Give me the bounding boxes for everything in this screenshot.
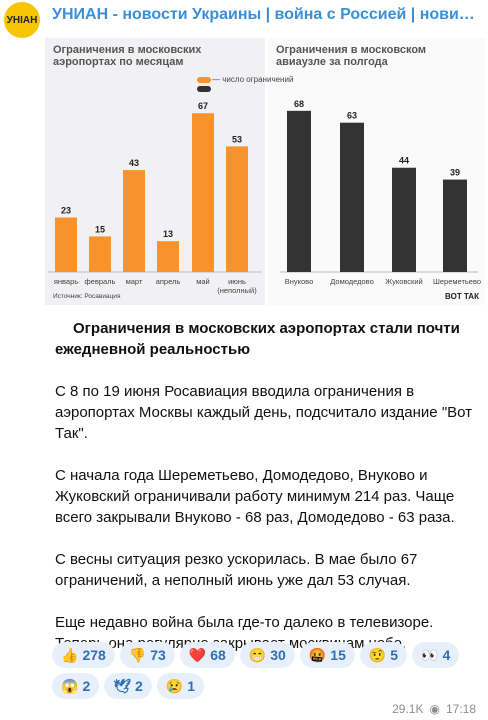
time: 17:18 [445,702,476,716]
category-label: май [196,277,210,286]
post-footer: 29.1K ◉ 17:18 [392,702,476,716]
value-label: 23 [61,205,71,215]
legend-text: — число ограничений [212,75,294,84]
views: 29.1K [392,702,424,716]
post-paragraph: С 8 по 19 июня Росавиация вводила ограни… [55,383,473,442]
image-labels: Ограничения в московских аэропортах по м… [0,0,488,310]
reaction-emoji: 😱 [61,677,79,694]
bar [340,122,364,272]
views-icon: ◉ [429,702,440,716]
reaction-emoji: 😢 [165,677,184,694]
reaction-emoji: 🤨 [368,646,387,663]
reaction-count: 4 [442,647,451,663]
value-label: 68 [294,99,304,109]
bar [392,167,416,272]
reaction-emoji: 👎 [128,646,147,663]
post-heading: Ограничения в московских аэропортах стал… [55,320,460,358]
bar [157,241,179,272]
value-label: 39 [450,168,460,178]
reaction[interactable]: 😢 1 [156,673,205,699]
category-label: июнь (неполный) [217,277,257,295]
category-label: январь [53,277,79,286]
value-label: 13 [163,229,173,239]
reaction-emoji: 🕊 [113,677,132,694]
post-text: Ограничения в московских аэропортах стал… [55,318,480,675]
bar [443,179,467,272]
category-label: Шереметьево [433,277,482,286]
category-label: Домодедово [330,277,374,286]
reaction[interactable]: 🤬 15 [299,642,355,668]
value-label: 67 [198,101,208,111]
reaction-count: 73 [150,647,166,663]
reaction[interactable]: 😁 30 [239,642,295,668]
channel-avatar[interactable]: УНІАН [4,2,40,38]
reaction-count: 30 [270,647,286,663]
reaction-count: 2 [82,678,91,694]
post-paragraph: С весны ситуация резко ускорилась. В мае… [55,551,418,589]
logo: ВОТ ТАК [445,292,479,301]
reaction[interactable]: 👎 73 [119,642,175,668]
bar [89,236,111,272]
reaction[interactable]: 😱 2 [52,673,100,699]
value-label: 53 [232,134,242,144]
reaction[interactable]: 🤨 5 [359,642,408,668]
reaction-emoji: 😁 [248,646,267,663]
reaction-emoji: ❤️ [188,646,207,663]
value-label: 43 [129,158,139,168]
post-image: 23 15 43 13 67 53 68 63 44 39 [45,38,485,305]
reaction[interactable]: 👀 4 [412,642,460,668]
reactions: 👍 278 👎 73 ❤️ 68 😁 30 🤬 15 🤨 5 👀 4 😱 2 🕊 2 😢 1 [52,642,472,699]
reaction-emoji: 🤬 [308,646,327,663]
bar [123,170,145,272]
source: Источник: Росавиация [53,293,121,300]
chart-title: Ограничения в московских аэропортах по м… [53,44,202,68]
bar [226,146,248,272]
reaction[interactable]: ❤️ 68 [179,642,235,668]
value-label: 15 [95,224,105,234]
reaction-emoji: 👀 [421,646,439,663]
category-label: Жуковский [385,277,423,286]
category-label: апрель [155,277,181,286]
reaction-count: 1 [187,678,196,694]
reaction-count: 15 [330,647,346,663]
legend-swatch [197,86,211,92]
category-label: февраль [84,277,116,286]
chart-title: Ограничения в московском авиаузле за пол… [276,44,427,68]
reaction-count: 5 [390,647,399,663]
bar [55,217,77,272]
reaction-emoji: 👍 [61,646,79,663]
reaction[interactable]: 🕊 2 [104,673,152,699]
bar [287,110,311,272]
reaction-count: 278 [82,647,106,663]
value-label: 63 [347,111,357,121]
reaction-count: 68 [210,647,226,663]
category-label: март [125,277,143,286]
post-paragraph: С начала года Шереметьево, Домодедово, В… [55,467,455,526]
value-label: 44 [399,156,409,166]
category-label: Внуково [284,277,314,286]
legend-swatch [197,77,211,83]
bar [192,113,214,273]
reaction[interactable]: 👍 278 [52,642,115,668]
reaction-count: 2 [135,678,143,694]
